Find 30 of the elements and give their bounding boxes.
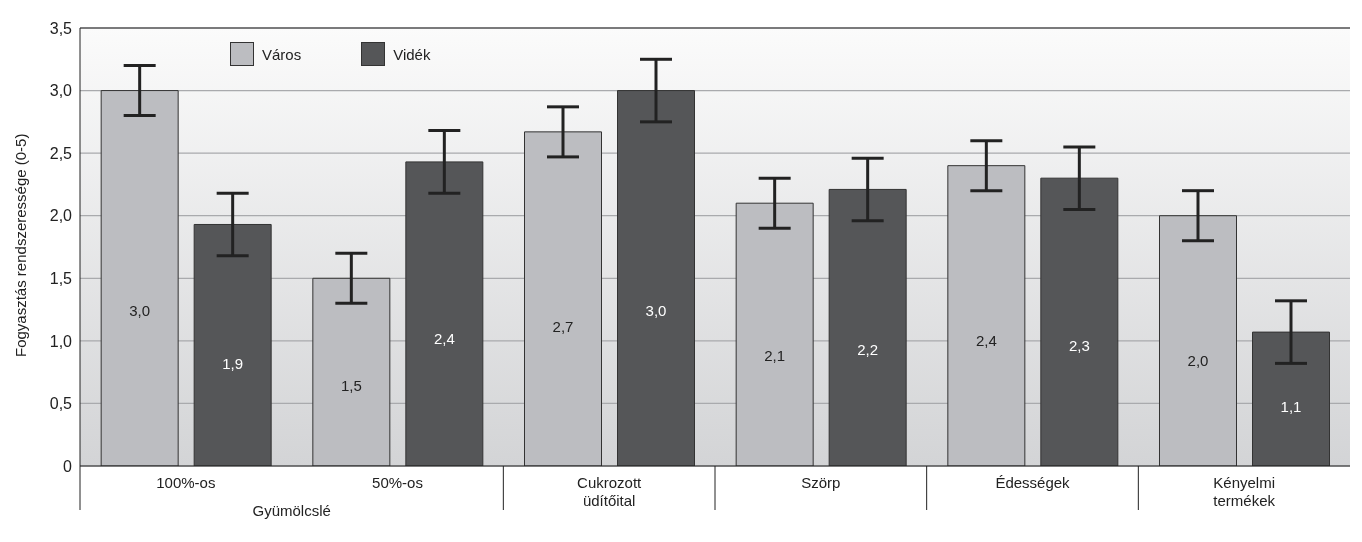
data-label: 2,2 (857, 341, 879, 359)
y-tick-label: 3,5 (49, 19, 73, 37)
y-tick-label: 1,5 (49, 269, 73, 287)
data-label: 2,0 (1187, 351, 1209, 369)
data-label: 2,7 (552, 318, 574, 336)
data-label: 1,5 (340, 376, 362, 394)
legend-label: Vidék (393, 45, 431, 63)
y-tick-label: 2,0 (49, 207, 73, 225)
y-axis-title: Fogyasztás rendszeressége (0-5) (12, 133, 30, 357)
x-tick-label: Cukrozott üdítőital (577, 474, 643, 509)
data-label: 2,3 (1068, 336, 1090, 354)
data-label: 1,1 (1280, 398, 1302, 416)
text: Gyümölcslé (252, 502, 331, 519)
x-tick-label: 100%-os (156, 474, 216, 491)
legend-label: Város (262, 45, 302, 63)
x-tick-label: Szörp (801, 474, 841, 491)
data-label: 2,1 (764, 346, 786, 364)
data-label: 3,0 (129, 301, 151, 319)
x-tick-label: Édességek (995, 474, 1071, 491)
x-tick-label: Kényelmi termékek (1213, 474, 1276, 509)
x-tick-label: 50%-os (372, 474, 423, 491)
y-tick-label: 1,0 (49, 332, 73, 350)
data-label: 3,0 (645, 301, 667, 319)
y-tick-label: 3,0 (49, 82, 73, 100)
data-label: 2,4 (975, 331, 997, 349)
y-tick-label: 2,5 (49, 144, 73, 162)
y-tick-label: 0,5 (49, 395, 73, 413)
data-label: 1,9 (222, 355, 244, 373)
y-tick-label: 0 (63, 457, 73, 475)
data-label: 2,4 (433, 330, 455, 348)
